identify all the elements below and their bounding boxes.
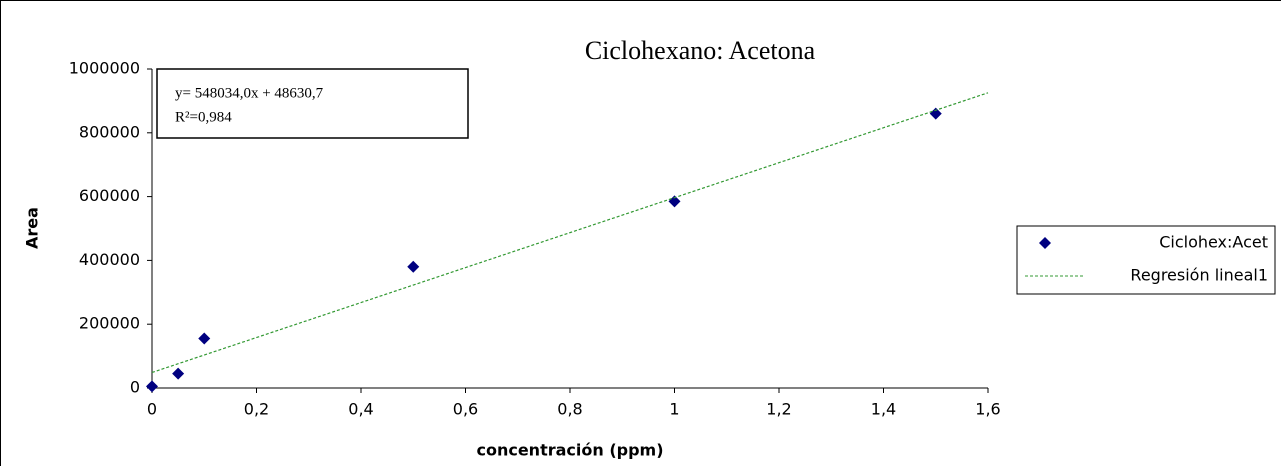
r-squared: R²=0,984	[175, 109, 232, 125]
y-axis-label: Area	[23, 207, 42, 249]
equation-box	[156, 68, 469, 139]
x-tick-label: 0,6	[453, 400, 478, 419]
x-axis-label: concentración (ppm)	[476, 441, 663, 460]
x-tick-label: 0,8	[557, 400, 582, 419]
data-point	[172, 367, 185, 380]
x-tick-label: 0	[147, 400, 157, 419]
legend-marker	[1039, 237, 1051, 249]
legend	[1016, 225, 1276, 295]
y-tick-label: 0	[130, 378, 140, 397]
legend-label: Ciclohex:Acet	[1159, 233, 1268, 252]
data-point	[407, 260, 420, 273]
data-point	[146, 380, 158, 393]
x-tick-label: 1,2	[766, 400, 791, 419]
x-tick-label: 1	[669, 400, 679, 419]
y-tick-label: 800000	[79, 122, 140, 141]
x-tick-label: 1,4	[871, 400, 896, 419]
equation: y= 548034,0x + 48630,7	[175, 85, 324, 101]
legend-label: Regresión lineal1	[1130, 266, 1268, 285]
x-tick-label: 1,6	[975, 400, 1000, 419]
data-point	[929, 107, 942, 120]
y-tick-label: 400000	[79, 250, 140, 269]
chart-title: Ciclohexano: Acetona	[585, 36, 816, 65]
data-point	[198, 332, 211, 345]
x-tick-label: 0,4	[348, 400, 373, 419]
y-tick-label: 1000000	[69, 59, 140, 78]
regression-line	[151, 92, 989, 374]
x-tick-label: 0,2	[244, 400, 269, 419]
y-tick-label: 600000	[79, 186, 140, 205]
y-tick-label: 200000	[79, 314, 140, 333]
